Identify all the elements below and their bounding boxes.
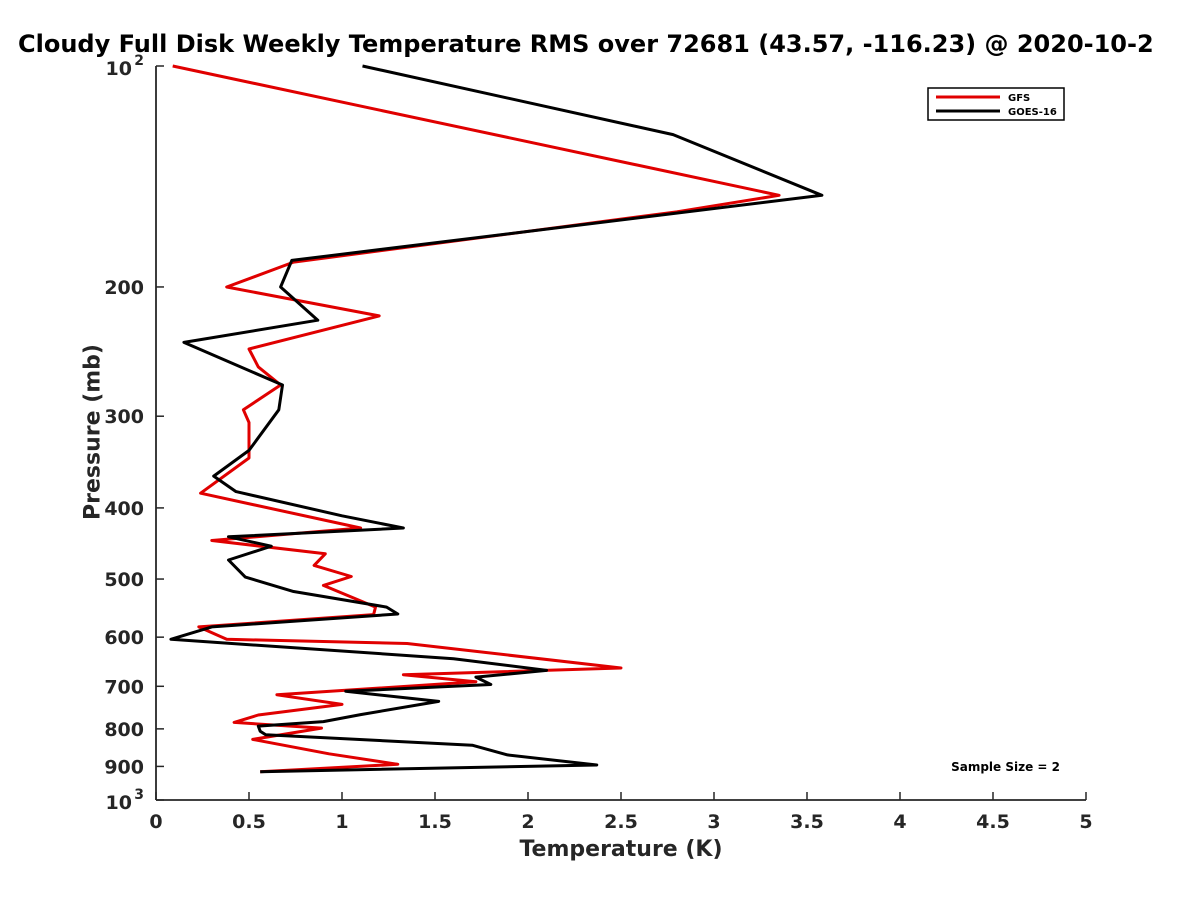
x-tick-label: 1.5: [418, 811, 452, 833]
x-tick-label: 3: [707, 811, 720, 833]
legend-label: GFS: [1008, 93, 1030, 104]
y-tick-exponent: 3: [134, 787, 144, 803]
x-tick-label: 1: [335, 811, 348, 833]
legend: GFS GOES-16: [927, 87, 1065, 121]
y-tick-label: 300: [104, 406, 144, 428]
y-tick-label: 900: [104, 756, 144, 778]
y-tick-label: 10: [106, 792, 132, 814]
y-tick-label: 500: [104, 569, 144, 591]
y-tick-label: 200: [104, 277, 144, 299]
x-axis-label: Temperature (K): [519, 837, 722, 862]
x-tick-label: 2.5: [604, 811, 638, 833]
axes: [155, 66, 1086, 801]
x-tick-label: 3.5: [790, 811, 824, 833]
x-axis-ticks: 0 0.5 1 1.5 2 2.5 3 3.5 4 4.5 5: [149, 792, 1093, 833]
chart-title: Cloudy Full Disk Weekly Temperature RMS …: [18, 30, 1154, 58]
legend-box: [927, 87, 1065, 121]
y-tick-label: 400: [104, 498, 144, 520]
plot-area: [169, 64, 824, 774]
legend-label: GOES-16: [1008, 107, 1057, 118]
sample-size-annotation: Sample Size = 2: [951, 760, 1060, 774]
y-tick-label: 700: [104, 676, 144, 698]
y-tick-label: 10: [106, 58, 132, 80]
y-tick-label: 600: [104, 627, 144, 649]
x-tick-label: 4: [893, 811, 906, 833]
y-tick-exponent: 2: [134, 53, 144, 69]
x-tick-label: 4.5: [976, 811, 1010, 833]
x-tick-label: 0: [149, 811, 162, 833]
y-tick-label: 800: [104, 719, 144, 741]
x-tick-label: 0.5: [232, 811, 266, 833]
x-tick-label: 2: [521, 811, 534, 833]
x-tick-label: 5: [1079, 811, 1092, 833]
series-line-goes-16: [169, 64, 824, 774]
y-axis-label: Pressure (mb): [81, 344, 106, 520]
series-line-gfs: [172, 64, 781, 774]
